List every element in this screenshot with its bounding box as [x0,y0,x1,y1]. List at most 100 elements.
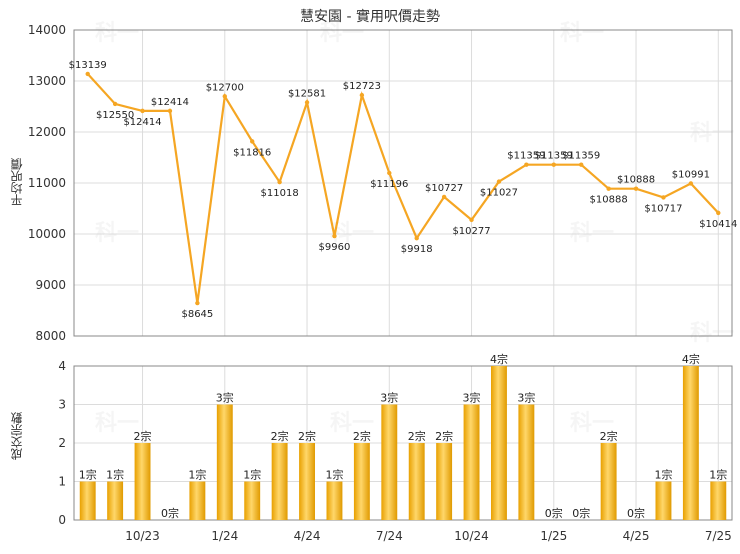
price-data-label: $12723 [343,81,381,92]
price-point [524,162,529,167]
price-y-tick: 11000 [28,176,66,190]
count-y-tick: 2 [58,436,66,450]
price-data-label: $10888 [617,175,655,186]
count-data-label: 3宗 [517,391,535,405]
count-y-tick: 4 [58,359,66,373]
price-y-tick: 14000 [28,23,66,37]
watermark-text: 科一 [320,21,364,46]
watermark-text: 科一 [570,411,614,436]
price-point [469,217,474,223]
price-data-label: $11018 [261,188,299,199]
count-bar [244,481,261,520]
count-bar [463,404,480,520]
count-data-label: 4宗 [490,352,508,366]
x-tick-label: 4/24 [294,529,321,543]
price-point [716,210,721,216]
price-point [414,235,419,241]
price-y-tick: 10000 [28,227,66,241]
price-point [167,108,173,114]
count-data-label: 0宗 [572,506,590,520]
price-point [277,179,282,185]
price-point [387,170,392,176]
price-data-label: $12700 [206,82,244,93]
price-data-label: $12414 [151,97,189,108]
price-data-label: $8645 [181,309,213,320]
count-data-label: 0宗 [545,506,563,520]
count-y-tick: 1 [58,475,66,489]
count-bar [600,443,617,520]
count-bar [271,443,288,520]
count-data-label: 2宗 [134,429,152,443]
count-bar [381,404,398,520]
count-data-label: 0宗 [161,506,179,520]
count-data-label: 2宗 [298,429,316,443]
count-bar [436,443,453,520]
x-tick-label: 7/24 [376,529,403,543]
count-data-label: 1宗 [106,468,124,482]
count-bar [79,481,96,520]
count-data-label: 4宗 [682,352,700,366]
count-data-label: 2宗 [600,429,618,443]
count-data-label: 2宗 [353,429,371,443]
count-bar [655,481,672,520]
price-data-label: $12581 [288,88,326,99]
count-data-label: 2宗 [271,429,289,443]
price-point [359,92,365,98]
price-y-tick: 8000 [35,329,66,343]
count-data-label: 1宗 [79,468,97,482]
price-point [606,186,611,191]
x-tick-label: 4/25 [623,529,650,543]
count-axis-label: 成交宗數 [10,412,24,460]
price-point [222,94,227,99]
count-data-label: 2宗 [435,429,453,443]
price-data-label: $10888 [590,195,628,206]
price-data-label: $11359 [562,151,600,162]
price-data-label: $10414 [699,219,737,230]
price-axis-label: 平均呎價 [10,158,24,206]
price-point [496,179,502,184]
price-point [633,186,639,191]
price-point [112,101,118,107]
count-data-label: 1宗 [325,468,343,482]
count-data-label: 1宗 [188,468,206,482]
price-point [140,108,145,114]
x-tick-label: 10/23 [125,529,160,543]
price-data-label: $13139 [69,60,107,71]
count-y-tick: 0 [58,513,66,527]
price-data-label: $12414 [123,117,161,128]
price-series-line [86,73,720,304]
count-data-label: 1宗 [243,468,261,482]
watermark-text: 科一 [330,411,374,436]
price-point [332,233,337,239]
count-bar [134,443,151,520]
price-data-label: $9918 [401,244,433,255]
count-data-label: 0宗 [627,506,645,520]
price-point [551,162,556,167]
price-point [85,71,90,77]
price-data-label: $10727 [425,183,463,194]
watermark-text: 科一 [95,411,139,436]
price-point [579,162,584,167]
price-y-tick: 12000 [28,125,66,139]
chart-title: 慧安園 - 實用呎價走勢 [300,9,440,25]
price-plot-frame [73,29,733,337]
count-bar [299,443,315,520]
x-tick-label: 1/25 [540,529,567,543]
watermark-text: 科一 [690,321,734,346]
count-data-label: 2宗 [408,429,426,443]
count-bar [682,366,699,520]
watermark-text: 科一 [690,121,734,146]
price-data-label: $10991 [672,169,710,180]
price-data-label: $11359 [507,151,545,162]
count-bar [107,481,124,520]
price-y-tick: 13000 [28,74,66,88]
price-data-label: $12550 [96,110,134,121]
price-data-label: $10277 [452,226,490,237]
price-point [250,139,255,144]
count-y-tick: 3 [58,398,66,412]
watermark-text: 科一 [95,21,139,46]
price-data-label: $11027 [480,188,518,199]
count-data-label: 3宗 [463,391,481,405]
